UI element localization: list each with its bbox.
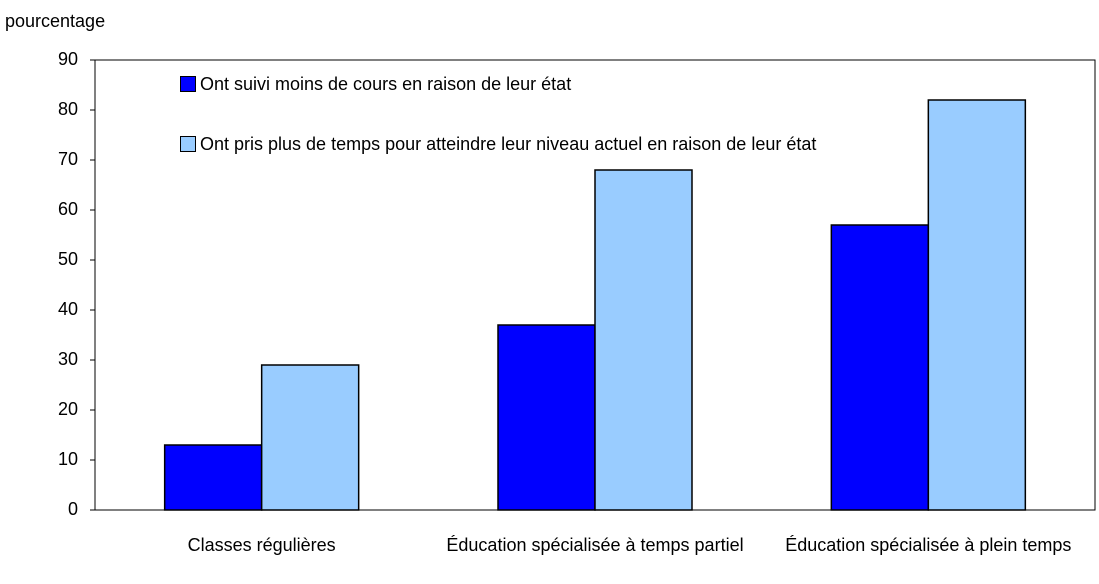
legend-label: Ont pris plus de temps pour atteindre le… — [200, 134, 817, 154]
y-tick-label: 40 — [58, 299, 78, 319]
y-tick-label: 60 — [58, 199, 78, 219]
y-tick-label: 20 — [58, 399, 78, 419]
bar — [260, 364, 360, 511]
x-tick-label: Éducation spécialisée à plein temps — [785, 535, 1072, 555]
legend-item: Ont suivi moins de cours en raison de le… — [180, 70, 830, 98]
y-tick-label: 10 — [58, 449, 78, 469]
y-tick-label: 0 — [68, 499, 78, 519]
legend-swatch — [180, 136, 196, 152]
y-tick-label: 80 — [58, 99, 78, 119]
y-axis-label: pourcentage — [5, 11, 105, 31]
legend-item: Ont pris plus de temps pour atteindre le… — [180, 130, 830, 158]
y-tick-label: 90 — [58, 49, 78, 69]
bar — [830, 224, 930, 511]
y-tick-label: 70 — [58, 149, 78, 169]
legend-label: Ont suivi moins de cours en raison de le… — [200, 74, 572, 94]
legend-swatch — [180, 76, 196, 92]
y-tick-label: 30 — [58, 349, 78, 369]
x-tick-label: Éducation spécialisée à temps partiel — [446, 535, 744, 555]
bar — [594, 169, 693, 511]
x-tick-label: Classes régulières — [187, 535, 336, 555]
bar — [927, 99, 1027, 511]
bar — [497, 324, 596, 511]
bar — [163, 444, 263, 511]
y-tick-label: 50 — [58, 249, 78, 269]
